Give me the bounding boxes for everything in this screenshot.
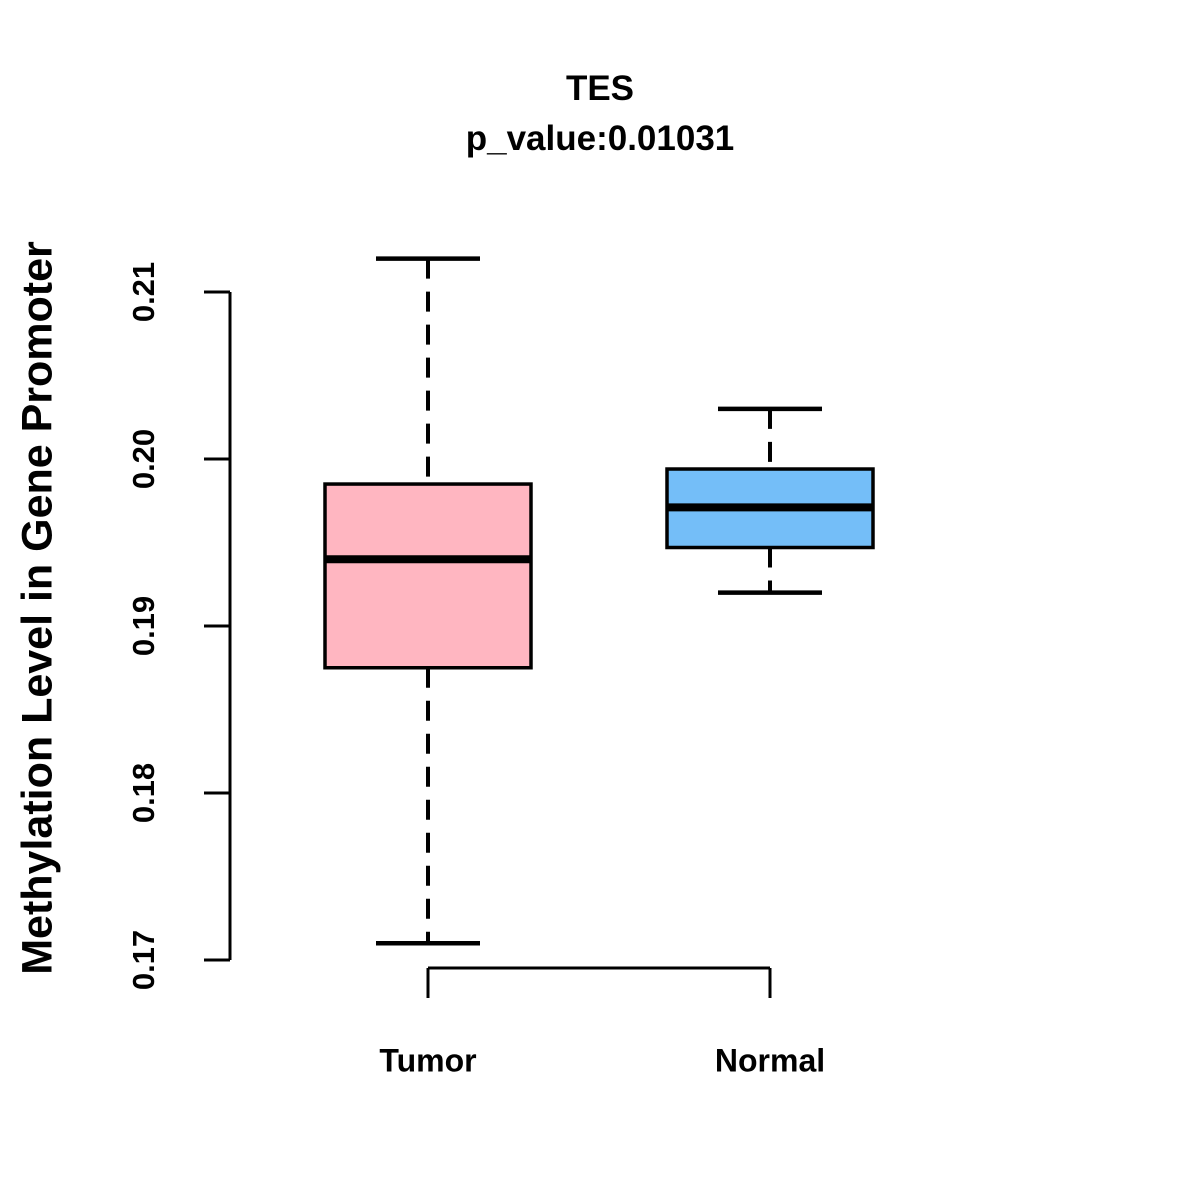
x-category-label-tumor: Tumor bbox=[379, 1042, 477, 1079]
y-tick-label-0.18: 0.18 bbox=[126, 762, 161, 824]
y-tick-label-0.20: 0.20 bbox=[126, 428, 161, 490]
y-tick-label-0.21: 0.21 bbox=[126, 261, 161, 323]
tumor-box bbox=[323, 482, 533, 670]
y-axis-title: Methylation Level in Gene Promoter bbox=[13, 241, 62, 975]
y-tick-label-0.19: 0.19 bbox=[126, 595, 161, 657]
chart-subtitle-pvalue: p_value:0.01031 bbox=[465, 119, 735, 158]
y-tick-label-0.17: 0.17 bbox=[126, 929, 161, 991]
x-category-label-normal: Normal bbox=[714, 1042, 826, 1079]
chart-title: TES bbox=[565, 69, 635, 108]
